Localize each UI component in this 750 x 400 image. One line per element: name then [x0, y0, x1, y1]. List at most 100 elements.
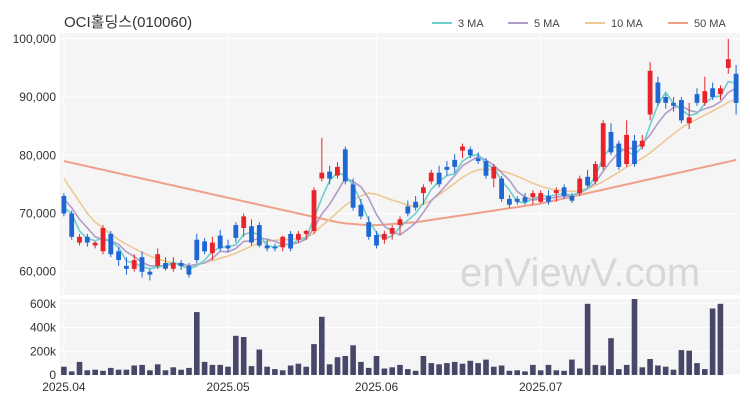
candle-up	[491, 166, 497, 179]
candle-down	[569, 196, 575, 201]
volume-bar	[248, 366, 255, 375]
volume-bar	[217, 364, 223, 375]
legend-label: 50 MA	[694, 18, 726, 30]
volume-bar	[115, 369, 122, 375]
candle-up	[639, 140, 645, 147]
volume-bar	[608, 338, 614, 375]
volume-bar	[287, 365, 294, 375]
candle-down	[233, 225, 239, 238]
volume-bar	[186, 367, 192, 375]
volume-bar	[530, 364, 536, 375]
volume-bar	[68, 371, 75, 375]
date-tick-label: 2025.06	[355, 380, 399, 394]
volume-bar	[686, 350, 692, 375]
volume-bar	[194, 312, 200, 375]
candle-down	[483, 161, 489, 176]
volume-bar	[311, 344, 317, 375]
candle-down	[710, 88, 715, 97]
volume-bar	[201, 361, 208, 375]
candle-up	[702, 91, 708, 103]
volume-bar	[61, 366, 67, 375]
volume-bar	[139, 364, 145, 375]
volume-bar	[616, 369, 622, 375]
legend-label: 3 MA	[458, 18, 484, 30]
volume-bar	[264, 366, 270, 375]
date-tick-label: 2025.04	[42, 380, 86, 394]
candle-up	[335, 166, 340, 176]
volume-bar	[600, 365, 606, 375]
volume-bar	[647, 359, 653, 375]
candle-up	[530, 193, 536, 198]
volume-bars	[61, 299, 724, 376]
volume-bar	[397, 364, 403, 375]
volume-bar	[639, 367, 646, 375]
candle-down	[84, 236, 90, 243]
candle-down	[374, 235, 379, 246]
date-tick-label: 2025.07	[519, 380, 563, 394]
volume-bar	[592, 364, 599, 375]
volume-bar	[233, 335, 239, 375]
volume-bar	[670, 369, 677, 375]
volume-bar	[162, 370, 169, 376]
candle-down	[350, 184, 356, 208]
volume-bar	[389, 367, 395, 375]
candle-down	[366, 222, 372, 237]
candle-down	[733, 73, 739, 103]
candle-up	[421, 187, 426, 194]
candle-down	[69, 213, 75, 237]
volume-bar	[428, 363, 435, 375]
volume-bar	[178, 369, 184, 375]
candle-up	[311, 190, 317, 231]
volume-bar	[365, 367, 372, 375]
candle-down	[358, 204, 364, 217]
candle-up	[647, 70, 653, 115]
volume-bar	[100, 370, 106, 375]
candle-down	[108, 233, 114, 255]
price-tick-label: 60,000	[19, 265, 56, 279]
candle-down	[514, 198, 520, 202]
volume-bar	[717, 303, 724, 376]
candle-up	[397, 219, 403, 226]
chart-title: OCI홀딩스(010060)	[64, 14, 192, 31]
candle-up	[77, 236, 82, 243]
volume-bar	[123, 369, 130, 375]
volume-bar	[170, 367, 177, 375]
legend-label: 10 MA	[611, 18, 643, 30]
candle-up	[553, 190, 559, 194]
volume-bar	[451, 361, 458, 375]
candle-up	[296, 233, 301, 240]
candle-up	[577, 178, 583, 194]
volume-bar	[467, 360, 474, 376]
candle-up	[389, 228, 395, 234]
candle-up	[241, 216, 247, 228]
volume-bar	[436, 364, 442, 375]
candle-down	[608, 132, 614, 153]
volume-bar	[537, 370, 544, 376]
price-tick-label: 90,000	[19, 90, 56, 104]
volume-bar	[498, 365, 505, 375]
volume-bar	[475, 363, 481, 375]
volume-bar	[569, 359, 575, 375]
candle-down	[436, 172, 442, 185]
candle-down	[272, 246, 278, 249]
candle-down	[452, 159, 458, 167]
volume-panel-bg	[60, 299, 740, 375]
candle-down	[163, 263, 168, 269]
volume-bar	[342, 356, 349, 375]
candle-down	[202, 241, 207, 252]
volume-bar	[405, 369, 411, 375]
volume-bar	[256, 349, 263, 375]
volume-bar	[702, 369, 708, 375]
candle-up	[303, 231, 309, 234]
volume-bar	[459, 363, 466, 375]
volume-bar	[631, 299, 638, 375]
candle-up	[170, 263, 176, 269]
candle-down	[655, 82, 661, 103]
candle-up	[718, 88, 723, 95]
volume-bar	[373, 356, 380, 375]
candle-down	[194, 239, 200, 261]
candle-down	[679, 100, 684, 121]
candle-down	[288, 233, 293, 249]
candle-down	[256, 225, 262, 246]
